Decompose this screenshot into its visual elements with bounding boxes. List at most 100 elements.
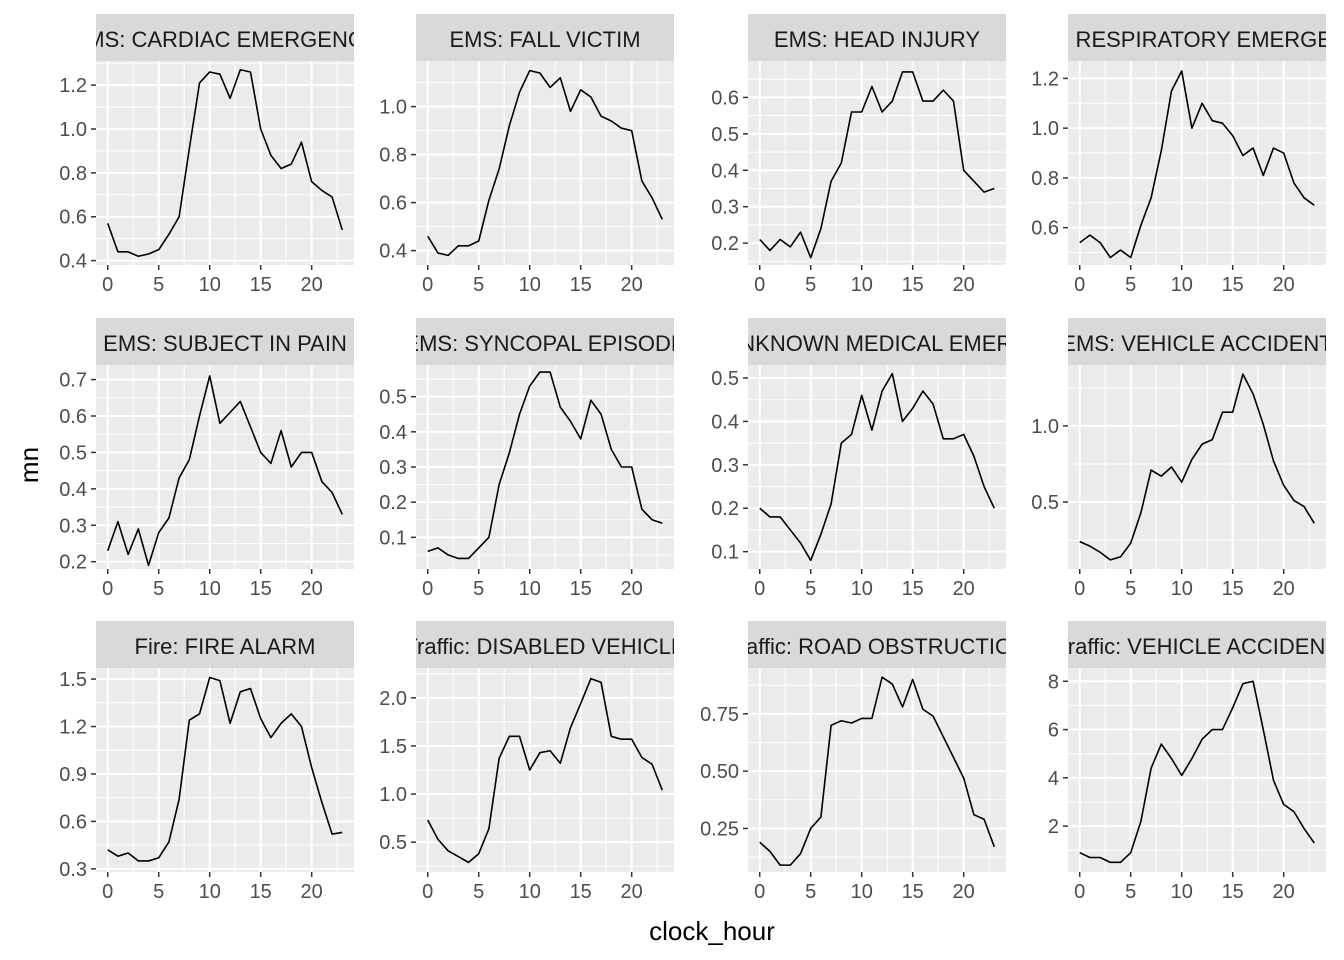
x-tick-label: 0 bbox=[422, 274, 433, 296]
facet-title: Traffic: VEHICLE ACCIDENT bbox=[1055, 634, 1339, 659]
x-tick-label: 15 bbox=[250, 881, 272, 903]
facet-strip bbox=[96, 621, 354, 668]
x-tick-label: 15 bbox=[902, 274, 924, 296]
series-line bbox=[1079, 680, 1315, 864]
x-tick-label: 10 bbox=[1171, 274, 1193, 296]
series-line bbox=[759, 71, 995, 259]
facet-panel: EMS: HEAD INJURY 0 5 10 15 20 0.2 0.3 0.4 0.5 0.6 bbox=[711, 14, 1006, 296]
x-tick-label: 0 bbox=[102, 578, 113, 600]
x-tick-label: 0 bbox=[754, 274, 765, 296]
y-tick-label: 6 bbox=[1048, 720, 1059, 742]
y-tick-label: 1.0 bbox=[59, 119, 87, 141]
x-tick-label: 15 bbox=[1222, 274, 1244, 296]
facet-title: Traffic: DISABLED VEHICLE bbox=[404, 634, 685, 659]
y-tick-label: 4 bbox=[1048, 768, 1059, 790]
facet-strip bbox=[96, 14, 354, 61]
x-tick-label: 5 bbox=[473, 881, 484, 903]
x-tick-label: 0 bbox=[102, 274, 113, 296]
facet-strip bbox=[416, 621, 674, 668]
x-tick-label: 5 bbox=[473, 578, 484, 600]
y-tick-label: 0.4 bbox=[379, 422, 407, 444]
facet-title: EMS: HEAD INJURY bbox=[774, 27, 981, 52]
x-tick-label: 10 bbox=[851, 274, 873, 296]
y-tick-label: 0.6 bbox=[59, 406, 87, 428]
x-tick-label: 5 bbox=[1125, 578, 1136, 600]
x-tick-label: 20 bbox=[301, 881, 323, 903]
panel-background bbox=[416, 61, 674, 265]
x-tick-label: 0 bbox=[1074, 578, 1085, 600]
x-tick-label: 0 bbox=[422, 881, 433, 903]
y-tick-label: 1.2 bbox=[59, 717, 87, 739]
series-line bbox=[1079, 70, 1315, 259]
facet-strip bbox=[1068, 318, 1326, 365]
facet-panel: EMS: RESPIRATORY EMERGENCY 0 5 10 15 20 0.6 0.8… bbox=[1031, 14, 1326, 296]
y-tick-label: 0.4 bbox=[59, 251, 87, 273]
facet-strip bbox=[1068, 14, 1326, 61]
facet-panel: EMS: UNKNOWN MEDICAL EMERGENCY 0 5 10 15 20 0.… bbox=[711, 318, 1006, 600]
y-tick-label: 0.6 bbox=[59, 207, 87, 229]
x-tick-label: 20 bbox=[621, 881, 643, 903]
facet-panel: Fire: FIRE ALARM 0 5 10 15 20 0.3 0.6 0.9 1.2 1.5 bbox=[59, 621, 354, 903]
x-tick-label: 0 bbox=[1074, 274, 1085, 296]
x-tick-label: 10 bbox=[851, 578, 873, 600]
facet-strip bbox=[96, 318, 354, 365]
panel-background bbox=[96, 61, 354, 265]
y-tick-label: 8 bbox=[1048, 671, 1059, 693]
y-tick-label: 0.3 bbox=[59, 515, 87, 537]
series-line bbox=[427, 677, 664, 864]
facet-strip bbox=[1068, 621, 1326, 668]
series-line bbox=[427, 69, 663, 257]
y-tick-label: 0.5 bbox=[379, 832, 407, 854]
facet-panel: EMS: FALL VICTIM 0 5 10 15 20 0.4 0.6 0.8 1.0 bbox=[379, 14, 674, 296]
y-tick-label: 0.3 bbox=[711, 197, 739, 219]
x-tick-label: 10 bbox=[1171, 881, 1193, 903]
y-tick-label: 0.8 bbox=[1031, 168, 1059, 190]
facet-strip bbox=[416, 318, 674, 365]
x-tick-label: 20 bbox=[621, 274, 643, 296]
y-tick-label: 0.75 bbox=[700, 704, 739, 726]
panel-background bbox=[748, 61, 1006, 265]
facet-strip bbox=[748, 14, 1006, 61]
series-line bbox=[106, 68, 344, 258]
y-tick-label: 0.5 bbox=[711, 124, 739, 146]
facet-title: EMS: SYNCOPAL EPISODE bbox=[404, 331, 685, 356]
facet-title: EMS: VEHICLE ACCIDENT bbox=[1061, 331, 1332, 356]
x-tick-label: 5 bbox=[473, 274, 484, 296]
y-tick-label: 0.6 bbox=[711, 87, 739, 109]
facet-panel: Traffic: ROAD OBSTRUCTION 0 5 10 15 20 0.25 0.5… bbox=[700, 621, 1006, 903]
x-tick-label: 20 bbox=[953, 881, 975, 903]
x-tick-label: 10 bbox=[519, 578, 541, 600]
x-tick-label: 15 bbox=[1222, 578, 1244, 600]
y-tick-label: 2 bbox=[1048, 816, 1059, 838]
facet-strip bbox=[748, 318, 1006, 365]
x-tick-label: 10 bbox=[199, 578, 221, 600]
facet-title: EMS: FALL VICTIM bbox=[449, 27, 640, 52]
y-tick-label: 0.3 bbox=[379, 457, 407, 479]
y-tick-label: 0.4 bbox=[59, 479, 87, 501]
y-tick-label: 0.6 bbox=[1031, 218, 1059, 240]
x-tick-label: 20 bbox=[953, 274, 975, 296]
y-tick-label: 0.50 bbox=[700, 761, 739, 783]
series-line bbox=[106, 375, 343, 567]
x-tick-label: 15 bbox=[250, 578, 272, 600]
x-tick-label: 20 bbox=[301, 578, 323, 600]
y-tick-label: 0.1 bbox=[379, 527, 407, 549]
facet-panel: Traffic: VEHICLE ACCIDENT 0 5 10 15 20 2 4 6 8 bbox=[1048, 621, 1339, 903]
x-tick-label: 5 bbox=[805, 578, 816, 600]
x-tick-label: 10 bbox=[1171, 578, 1193, 600]
facet-strip bbox=[748, 621, 1006, 668]
y-tick-label: 1.2 bbox=[59, 75, 87, 97]
x-tick-label: 20 bbox=[1273, 274, 1295, 296]
x-tick-label: 5 bbox=[153, 881, 164, 903]
x-tick-label: 15 bbox=[902, 578, 924, 600]
x-tick-label: 20 bbox=[301, 274, 323, 296]
x-tick-label: 10 bbox=[519, 274, 541, 296]
y-tick-label: 0.4 bbox=[711, 160, 739, 182]
x-tick-label: 20 bbox=[621, 578, 643, 600]
x-tick-label: 10 bbox=[851, 881, 873, 903]
y-tick-label: 0.5 bbox=[59, 442, 87, 464]
x-tick-label: 20 bbox=[1273, 578, 1295, 600]
y-tick-label: 1.5 bbox=[59, 669, 87, 691]
x-tick-label: 20 bbox=[953, 578, 975, 600]
